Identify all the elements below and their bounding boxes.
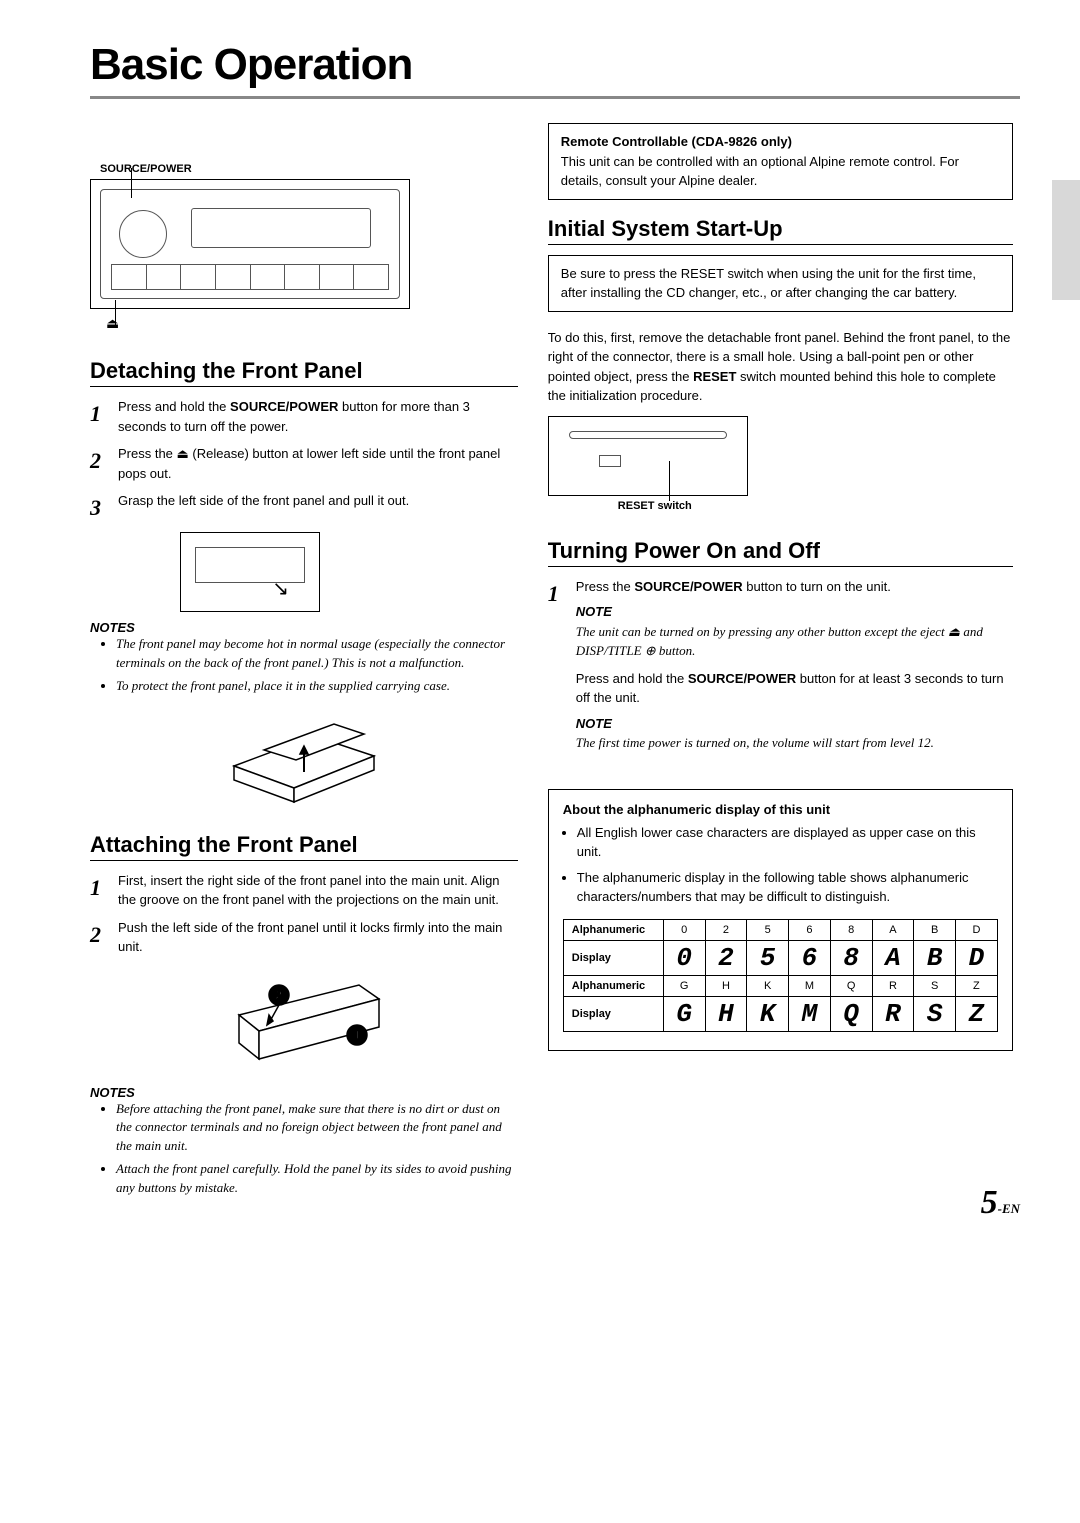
page-title: Basic Operation bbox=[90, 40, 1020, 99]
note-heading: NOTE bbox=[576, 714, 1013, 734]
table-row-label: Alphanumeric bbox=[563, 919, 663, 940]
table-cell: Z bbox=[956, 975, 998, 996]
alpha-table: Alphanumeric 0 2 5 6 8 A B D Display 0 2… bbox=[563, 919, 998, 1032]
detaching-heading: Detaching the Front Panel bbox=[90, 358, 518, 387]
remote-box-text: This unit can be controlled with an opti… bbox=[561, 152, 1000, 191]
display-cell: 2 bbox=[705, 940, 747, 975]
display-cell: G bbox=[663, 996, 705, 1031]
attaching-notes: Before attaching the front panel, make s… bbox=[90, 1100, 518, 1198]
note-heading: NOTE bbox=[576, 602, 1013, 622]
table-cell: D bbox=[956, 919, 998, 940]
eject-icon: ⏏ bbox=[90, 315, 518, 332]
left-column: SOURCE/POWER ⏏ Detaching the Front Panel… bbox=[90, 123, 518, 1202]
step-number: 1 bbox=[90, 397, 108, 436]
table-cell: M bbox=[789, 975, 831, 996]
table-cell: 2 bbox=[705, 919, 747, 940]
display-cell: S bbox=[914, 996, 956, 1031]
attaching-heading: Attaching the Front Panel bbox=[90, 832, 518, 861]
note-item: The front panel may become hot in normal… bbox=[116, 635, 518, 673]
alpha-bullets: All English lower case characters are di… bbox=[563, 823, 998, 907]
carrying-case-diagram bbox=[214, 706, 394, 806]
attach-diagram: 2 1 bbox=[219, 965, 389, 1075]
alpha-title: About the alphanumeric display of this u… bbox=[563, 802, 998, 817]
alphanumeric-box: About the alphanumeric display of this u… bbox=[548, 789, 1013, 1051]
table-cell: H bbox=[705, 975, 747, 996]
page-number-suffix: -EN bbox=[998, 1201, 1020, 1216]
table-cell: R bbox=[872, 975, 914, 996]
alpha-bullet: The alphanumeric display in the followin… bbox=[577, 868, 998, 907]
table-cell: 6 bbox=[789, 919, 831, 940]
detaching-notes: The front panel may become hot in normal… bbox=[90, 635, 518, 696]
display-cell: Z bbox=[956, 996, 998, 1031]
display-cell: B bbox=[914, 940, 956, 975]
power-steps: 1 Press the SOURCE/POWER button to turn … bbox=[548, 577, 1013, 761]
step-number: 2 bbox=[90, 444, 108, 483]
svg-text:2: 2 bbox=[276, 988, 283, 1002]
table-cell: A bbox=[872, 919, 914, 940]
detaching-steps: 1 Press and hold the SOURCE/POWER button … bbox=[90, 397, 518, 524]
svg-text:1: 1 bbox=[354, 1028, 361, 1042]
table-cell: G bbox=[663, 975, 705, 996]
table-cell: 5 bbox=[747, 919, 789, 940]
note-item: To protect the front panel, place it in … bbox=[116, 677, 518, 696]
power-heading: Turning Power On and Off bbox=[548, 538, 1013, 567]
display-cell: D bbox=[956, 940, 998, 975]
side-tab bbox=[1052, 180, 1080, 300]
display-cell: 0 bbox=[663, 940, 705, 975]
display-cell: H bbox=[705, 996, 747, 1031]
note-text: The first time power is turned on, the v… bbox=[576, 733, 1013, 753]
content-columns: SOURCE/POWER ⏏ Detaching the Front Panel… bbox=[90, 123, 1020, 1202]
step-number: 1 bbox=[90, 871, 108, 910]
display-cell: A bbox=[872, 940, 914, 975]
display-cell: Q bbox=[830, 996, 872, 1031]
reset-diagram bbox=[548, 416, 748, 496]
step-number: 1 bbox=[548, 577, 566, 761]
remote-box: Remote Controllable (CDA-9826 only) This… bbox=[548, 123, 1013, 200]
table-row-label: Alphanumeric bbox=[563, 975, 663, 996]
step-text: First, insert the right side of the fron… bbox=[118, 871, 518, 910]
startup-box-text: Be sure to press the RESET switch when u… bbox=[561, 266, 976, 301]
step-text: Push the left side of the front panel un… bbox=[118, 918, 518, 957]
step-text: Press the ⏏ (Release) button at lower le… bbox=[118, 444, 518, 483]
startup-box: Be sure to press the RESET switch when u… bbox=[548, 255, 1013, 312]
note-item: Before attaching the front panel, make s… bbox=[116, 1100, 518, 1157]
remote-box-title: Remote Controllable (CDA-9826 only) bbox=[561, 132, 1000, 152]
table-row-label: Display bbox=[563, 940, 663, 975]
table-row-label: Display bbox=[563, 996, 663, 1031]
step-text: Press and hold the SOURCE/POWER button f… bbox=[118, 397, 518, 436]
display-cell: 5 bbox=[747, 940, 789, 975]
page-number-main: 5 bbox=[981, 1184, 998, 1221]
attaching-steps: 1 First, insert the right side of the fro… bbox=[90, 871, 518, 957]
display-cell: M bbox=[789, 996, 831, 1031]
table-cell: K bbox=[747, 975, 789, 996]
note-text: The unit can be turned on by pressing an… bbox=[576, 622, 1013, 661]
right-column: Remote Controllable (CDA-9826 only) This… bbox=[548, 123, 1013, 1202]
display-cell: K bbox=[747, 996, 789, 1031]
alpha-bullet: All English lower case characters are di… bbox=[577, 823, 998, 862]
startup-heading: Initial System Start-Up bbox=[548, 216, 1013, 245]
display-cell: 8 bbox=[830, 940, 872, 975]
step-text: Press the SOURCE/POWER button to turn on… bbox=[576, 577, 1013, 597]
reset-label: RESET switch bbox=[618, 500, 1013, 512]
step-number: 3 bbox=[90, 491, 108, 524]
radio-diagram bbox=[90, 179, 410, 309]
power-body2: Press and hold the SOURCE/POWER button f… bbox=[576, 669, 1013, 708]
display-cell: R bbox=[872, 996, 914, 1031]
notes-heading: NOTES bbox=[90, 620, 518, 635]
table-cell: Q bbox=[830, 975, 872, 996]
startup-body: To do this, first, remove the detachable… bbox=[548, 328, 1013, 406]
source-power-label: SOURCE/POWER bbox=[100, 163, 518, 175]
table-cell: 0 bbox=[663, 919, 705, 940]
table-cell: S bbox=[914, 975, 956, 996]
step-text: Grasp the left side of the front panel a… bbox=[118, 491, 409, 524]
notes-heading: NOTES bbox=[90, 1085, 518, 1100]
table-cell: 8 bbox=[830, 919, 872, 940]
page-number: 5-EN bbox=[981, 1184, 1020, 1222]
step-number: 2 bbox=[90, 918, 108, 957]
table-cell: B bbox=[914, 919, 956, 940]
display-cell: 6 bbox=[789, 940, 831, 975]
note-item: Attach the front panel carefully. Hold t… bbox=[116, 1160, 518, 1198]
pull-out-diagram: ↘ bbox=[180, 532, 320, 612]
